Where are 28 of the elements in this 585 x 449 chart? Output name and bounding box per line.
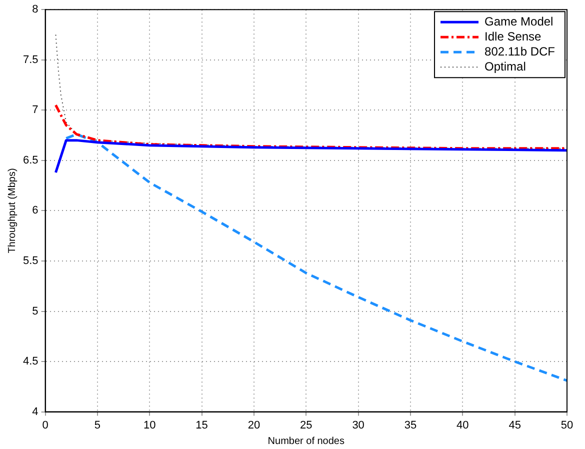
y-tick-label: 5	[32, 305, 38, 318]
line-series	[54, 104, 567, 150]
y-tick-label: 4.5	[22, 356, 38, 368]
legend-label: Idle Sense	[484, 29, 542, 44]
x-tick-label: 50	[560, 419, 574, 432]
y-tick-label: 6.5	[22, 154, 38, 166]
y-tick-label: 8	[32, 4, 38, 16]
legend-label: Game Model	[484, 14, 554, 28]
x-tick-label: 20	[248, 419, 260, 432]
x-tick-label: 35	[404, 419, 417, 432]
x-tick-label: 25	[300, 419, 312, 432]
y-tick-label: 7.5	[22, 54, 38, 66]
legend-label: Optimal	[484, 59, 526, 74]
y-tick-label: 5.5	[22, 255, 38, 268]
x-tick-label: 40	[456, 419, 469, 432]
x-tick-label: 5	[94, 419, 101, 432]
line-series	[64, 133, 567, 382]
y-tick-label: 6	[32, 204, 38, 217]
y-tick-label: 4	[32, 406, 38, 418]
legend-label: 802.11b DCF	[484, 44, 555, 58]
x-tick-label: 0	[42, 419, 48, 432]
y-axis-title: Throughput (Mbps)	[6, 168, 18, 254]
y-tick-label: 7	[32, 104, 38, 116]
x-tick-label: 10	[144, 419, 156, 432]
x-axis-title: Number of nodes	[268, 436, 345, 447]
x-tick-label: 30	[352, 419, 364, 432]
x-tick-label: 15	[196, 419, 208, 432]
x-tick-label: 45	[508, 419, 521, 432]
